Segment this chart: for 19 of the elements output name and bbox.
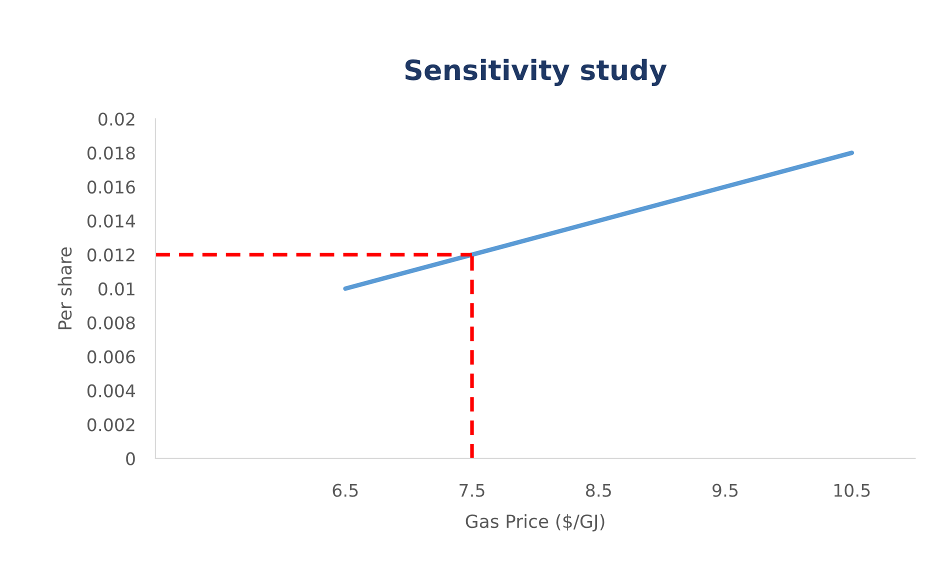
y-tick-label: 0.008 — [87, 316, 135, 330]
y-tick-label: 0.016 — [87, 180, 135, 194]
x-tick-label: 9.5 — [712, 484, 738, 497]
y-tick-label: 0.01 — [98, 282, 134, 296]
y-tick-label: 0.004 — [87, 384, 136, 398]
y-tick-label: 0.006 — [87, 350, 135, 364]
chart-title: Sensitivity study — [405, 58, 667, 86]
y-tick-label: 0.002 — [87, 418, 134, 432]
x-tick-label: 10.5 — [834, 484, 870, 497]
x-tick-label: 7.5 — [460, 484, 484, 497]
y-tick-label: 0 — [126, 452, 135, 466]
y-tick-label: 0.02 — [98, 112, 134, 126]
x-tick-label: 8.5 — [586, 484, 611, 497]
y-tick-label: 0.014 — [87, 214, 136, 228]
y-tick-label: 0.012 — [87, 248, 134, 262]
y-tick-label: 0.018 — [87, 146, 135, 160]
x-tick-label: 6.5 — [332, 484, 358, 497]
y-axis-title: Per share — [58, 247, 72, 330]
x-axis-title: Gas Price ($/GJ) — [466, 514, 604, 532]
